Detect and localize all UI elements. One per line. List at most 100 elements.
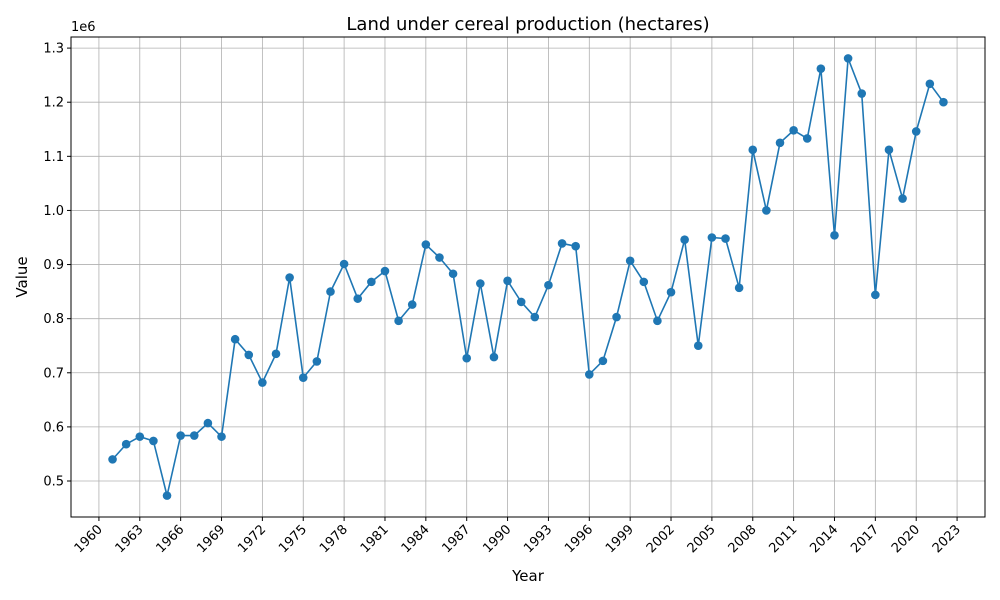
data-point	[925, 79, 935, 89]
x-tick-label: 1969	[194, 522, 228, 556]
data-point	[653, 316, 662, 326]
x-tick-label: 1960	[72, 522, 106, 556]
x-tick-label: 1981	[358, 522, 392, 556]
data-point	[121, 439, 131, 449]
data-point	[285, 273, 294, 282]
x-tick-label: 1972	[235, 522, 269, 556]
data-point	[680, 235, 689, 244]
data-point	[339, 259, 349, 269]
x-tick-label: 1987	[440, 522, 474, 556]
data-point	[326, 287, 335, 296]
x-tick-label: 2017	[848, 522, 882, 556]
data-point	[271, 349, 281, 359]
data-point	[884, 145, 894, 155]
data-point	[816, 64, 826, 73]
data-point	[108, 455, 117, 464]
x-tick-label: 1984	[399, 522, 433, 556]
data-point	[135, 432, 145, 441]
data-point	[353, 294, 363, 303]
x-tick-label: 2002	[644, 522, 678, 556]
data-point	[230, 334, 240, 344]
data-point	[298, 373, 308, 382]
y-tick-label: 1.2	[43, 96, 64, 111]
x-tick-label: 1963	[113, 522, 147, 556]
data-point	[176, 431, 185, 440]
data-point	[544, 280, 553, 290]
series-line	[111, 58, 945, 496]
y-tick-label: 1.3	[43, 42, 64, 57]
data-point	[762, 206, 771, 215]
x-axis-label: Year	[511, 567, 545, 585]
data-point	[693, 341, 703, 351]
data-point	[557, 239, 567, 248]
plot-frame	[70, 36, 986, 518]
data-point	[462, 353, 472, 363]
data-point	[258, 378, 267, 387]
data-point	[584, 370, 594, 379]
data-point	[911, 127, 921, 136]
y-tick-label: 1.0	[43, 204, 64, 219]
data-point	[516, 297, 526, 307]
data-point	[843, 54, 853, 63]
data-point	[407, 300, 417, 309]
data-point	[857, 89, 867, 98]
x-tick-label: 1993	[521, 522, 555, 556]
data-point	[625, 256, 635, 266]
x-tick-label: 1999	[603, 522, 637, 556]
x-tick-label: 2011	[766, 522, 800, 556]
data-point	[476, 279, 485, 288]
data-point	[448, 269, 458, 279]
x-tick-label: 1978	[317, 522, 351, 556]
x-tick-label: 1996	[562, 522, 596, 556]
data-point	[189, 431, 199, 440]
data-point	[775, 138, 785, 148]
x-tick-label: 2008	[726, 522, 760, 556]
y-tick-label: 0.5	[43, 475, 64, 490]
data-point	[666, 287, 676, 297]
data-point	[244, 350, 254, 360]
y-tick-label: 1.1	[43, 150, 64, 165]
x-tick-label: 2005	[685, 522, 719, 556]
data-point	[571, 241, 580, 251]
x-tick-label: 1966	[153, 522, 187, 556]
data-point	[380, 266, 390, 276]
x-tick-label: 2014	[807, 522, 841, 556]
data-point	[489, 352, 499, 362]
data-point	[217, 432, 226, 441]
data-point	[748, 145, 758, 155]
data-point	[162, 491, 172, 500]
data-point	[530, 312, 540, 322]
y-tick-label: 0.9	[43, 258, 64, 273]
series	[108, 54, 948, 500]
chart-title: Land under cereal production (hectares)	[346, 14, 709, 35]
y-axis-offset-label: 1e6	[71, 20, 96, 35]
y-tick-label: 0.8	[43, 312, 64, 327]
data-point	[871, 290, 880, 300]
data-point	[939, 97, 948, 107]
grid	[71, 37, 985, 517]
data-point	[312, 357, 322, 366]
data-point	[598, 356, 608, 366]
data-point	[421, 240, 431, 249]
x-tick-label: 2020	[889, 522, 923, 556]
data-point	[435, 253, 444, 262]
y-axis-label: Value	[13, 256, 31, 297]
data-point	[734, 283, 744, 293]
data-point	[503, 276, 512, 286]
x-tick-label: 2023	[930, 522, 964, 556]
data-point	[612, 312, 621, 322]
data-point	[639, 277, 649, 287]
data-point	[789, 126, 798, 135]
data-point	[394, 316, 403, 326]
x-tick-label: 1990	[480, 522, 514, 556]
data-point	[149, 436, 158, 446]
y-tick-label: 0.6	[43, 420, 64, 435]
data-point	[707, 233, 717, 242]
data-point	[898, 194, 907, 203]
data-point	[802, 134, 812, 143]
data-point	[830, 231, 839, 240]
data-point	[367, 277, 376, 287]
y-tick-label: 0.7	[43, 366, 64, 381]
x-tick-label: 1975	[276, 522, 310, 556]
